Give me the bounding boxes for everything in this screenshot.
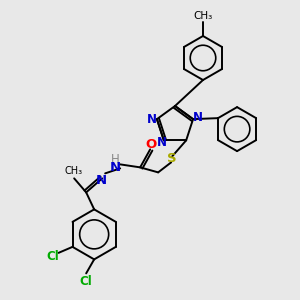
Text: N: N [110,161,121,174]
Text: N: N [193,111,203,124]
Text: N: N [147,112,157,126]
Text: CH₃: CH₃ [194,11,213,21]
Text: N: N [157,136,167,149]
Text: O: O [146,138,157,151]
Text: H: H [111,153,119,166]
Text: CH₃: CH₃ [64,167,82,176]
Text: Cl: Cl [46,250,59,263]
Text: N: N [96,174,107,187]
Text: Cl: Cl [80,275,92,288]
Text: S: S [167,152,177,165]
